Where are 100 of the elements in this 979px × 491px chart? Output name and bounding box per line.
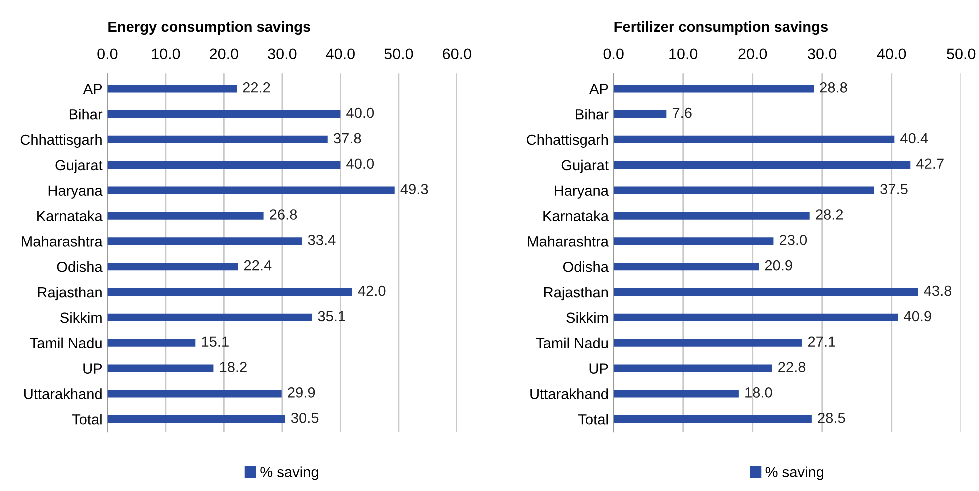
- y-tick-label: Chhattisgarh: [20, 134, 102, 148]
- bar: [108, 186, 395, 194]
- bar: [108, 85, 238, 93]
- x-tick-label: 20.0: [738, 48, 768, 60]
- x-tick-label: 10.0: [670, 48, 698, 60]
- y-tick-label: Rajasthan: [544, 286, 608, 301]
- bar: [614, 288, 918, 296]
- y-tick-label: Bihar: [576, 109, 609, 120]
- y-tick-label: Haryana: [555, 186, 609, 199]
- y-tick-label: Chhattisgarh: [527, 134, 608, 148]
- y-tick-label: Karnataka: [38, 210, 103, 222]
- y-tick-label: Tamil Nadu: [30, 338, 102, 349]
- bar: [614, 416, 812, 424]
- data-label: 28.8: [820, 82, 848, 93]
- bar: [108, 238, 302, 246]
- data-label: 37.5: [880, 184, 908, 194]
- y-tick-label: UP: [84, 364, 102, 374]
- y-tick-label: Odisha: [563, 262, 609, 272]
- data-label: 42.7: [916, 158, 944, 169]
- data-label: 43.8: [924, 286, 952, 296]
- bar: [108, 263, 238, 271]
- y-tick-label: AP: [590, 84, 608, 94]
- y-tick-label: Total: [72, 414, 102, 425]
- data-label: 20.9: [765, 260, 792, 271]
- bar: [614, 238, 774, 246]
- data-label: 18.0: [746, 388, 772, 398]
- y-tick-label: Maharashtra: [22, 236, 103, 247]
- data-label: 22.2: [243, 82, 270, 93]
- data-label: 37.8: [334, 133, 362, 144]
- bar: [614, 186, 874, 194]
- x-tick-label: 30.0: [808, 48, 837, 60]
- bar: [614, 110, 667, 118]
- x-tick-label: 20.0: [210, 48, 238, 60]
- x-tick-label: 60.0: [443, 48, 472, 60]
- y-tick-label: Sikkim: [566, 312, 608, 324]
- legend-label: % saving: [766, 466, 824, 480]
- bar: [614, 314, 898, 322]
- bar: [614, 85, 814, 93]
- x-tick-label: 50.0: [384, 48, 414, 60]
- x-tick-label: 30.0: [268, 48, 297, 60]
- bar: [108, 161, 341, 169]
- data-label: 40.0: [346, 108, 374, 118]
- data-label: 49.3: [400, 184, 428, 194]
- data-label: 27.1: [808, 336, 836, 347]
- bar: [108, 390, 282, 398]
- y-tick-label: Gujarat: [56, 160, 103, 174]
- bar: [108, 416, 286, 424]
- bar: [108, 314, 312, 322]
- data-label: 40.0: [346, 158, 374, 170]
- y-tick-label: UP: [590, 364, 608, 374]
- chart-title: Energy consumption savings: [108, 21, 310, 36]
- data-label: 35.1: [318, 311, 346, 322]
- bar: [614, 212, 810, 220]
- y-tick-label: Sikkim: [60, 312, 102, 324]
- y-tick-label: AP: [83, 84, 102, 94]
- chart-title: Fertilizer consumption savings: [614, 21, 828, 36]
- bar: [108, 136, 328, 144]
- data-label: 40.4: [900, 133, 928, 144]
- data-label: 22.8: [778, 362, 806, 372]
- data-label: 28.5: [818, 412, 846, 424]
- data-label: 29.9: [288, 388, 316, 398]
- y-tick-label: Uttarakhand: [530, 388, 608, 400]
- data-label: 22.4: [244, 260, 272, 271]
- data-label: 26.8: [270, 210, 298, 220]
- x-tick-label: 10.0: [152, 48, 180, 60]
- bar: [108, 339, 196, 347]
- y-tick-label: Rajasthan: [38, 286, 102, 301]
- y-tick-label: Uttarakhand: [24, 388, 102, 400]
- data-label: 40.9: [904, 311, 932, 322]
- y-tick-label: Maharashtra: [528, 236, 609, 247]
- data-label: 33.4: [308, 235, 336, 246]
- data-label: 23.0: [780, 235, 808, 246]
- bar: [614, 263, 760, 271]
- bar: [108, 364, 214, 372]
- bar: [108, 212, 264, 220]
- data-label: 18.2: [220, 362, 247, 372]
- y-tick-label: Karnataka: [544, 210, 609, 222]
- legend-label: % saving: [260, 466, 318, 480]
- data-label: 42.0: [358, 286, 386, 296]
- data-label: 30.5: [291, 412, 319, 424]
- y-tick-label: Gujarat: [562, 160, 609, 174]
- y-tick-label: Haryana: [48, 186, 103, 199]
- y-tick-label: Total: [578, 414, 608, 425]
- y-tick-label: Tamil Nadu: [536, 338, 608, 349]
- bar: [614, 136, 895, 144]
- data-label: 15.1: [202, 336, 229, 348]
- data-label: 7.6: [672, 108, 692, 118]
- bar: [614, 364, 772, 372]
- bar: [614, 339, 802, 347]
- data-label: 28.2: [816, 210, 844, 220]
- x-tick-label: 0.0: [98, 48, 118, 60]
- x-tick-label: 40.0: [877, 48, 906, 60]
- x-tick-label: 0.0: [604, 48, 624, 60]
- bar: [108, 288, 352, 296]
- bar: [108, 110, 341, 118]
- y-tick-label: Bihar: [70, 109, 103, 120]
- x-tick-label: 40.0: [326, 48, 355, 60]
- x-tick-label: 50.0: [947, 48, 976, 60]
- bar: [614, 390, 739, 398]
- bar: [614, 161, 911, 169]
